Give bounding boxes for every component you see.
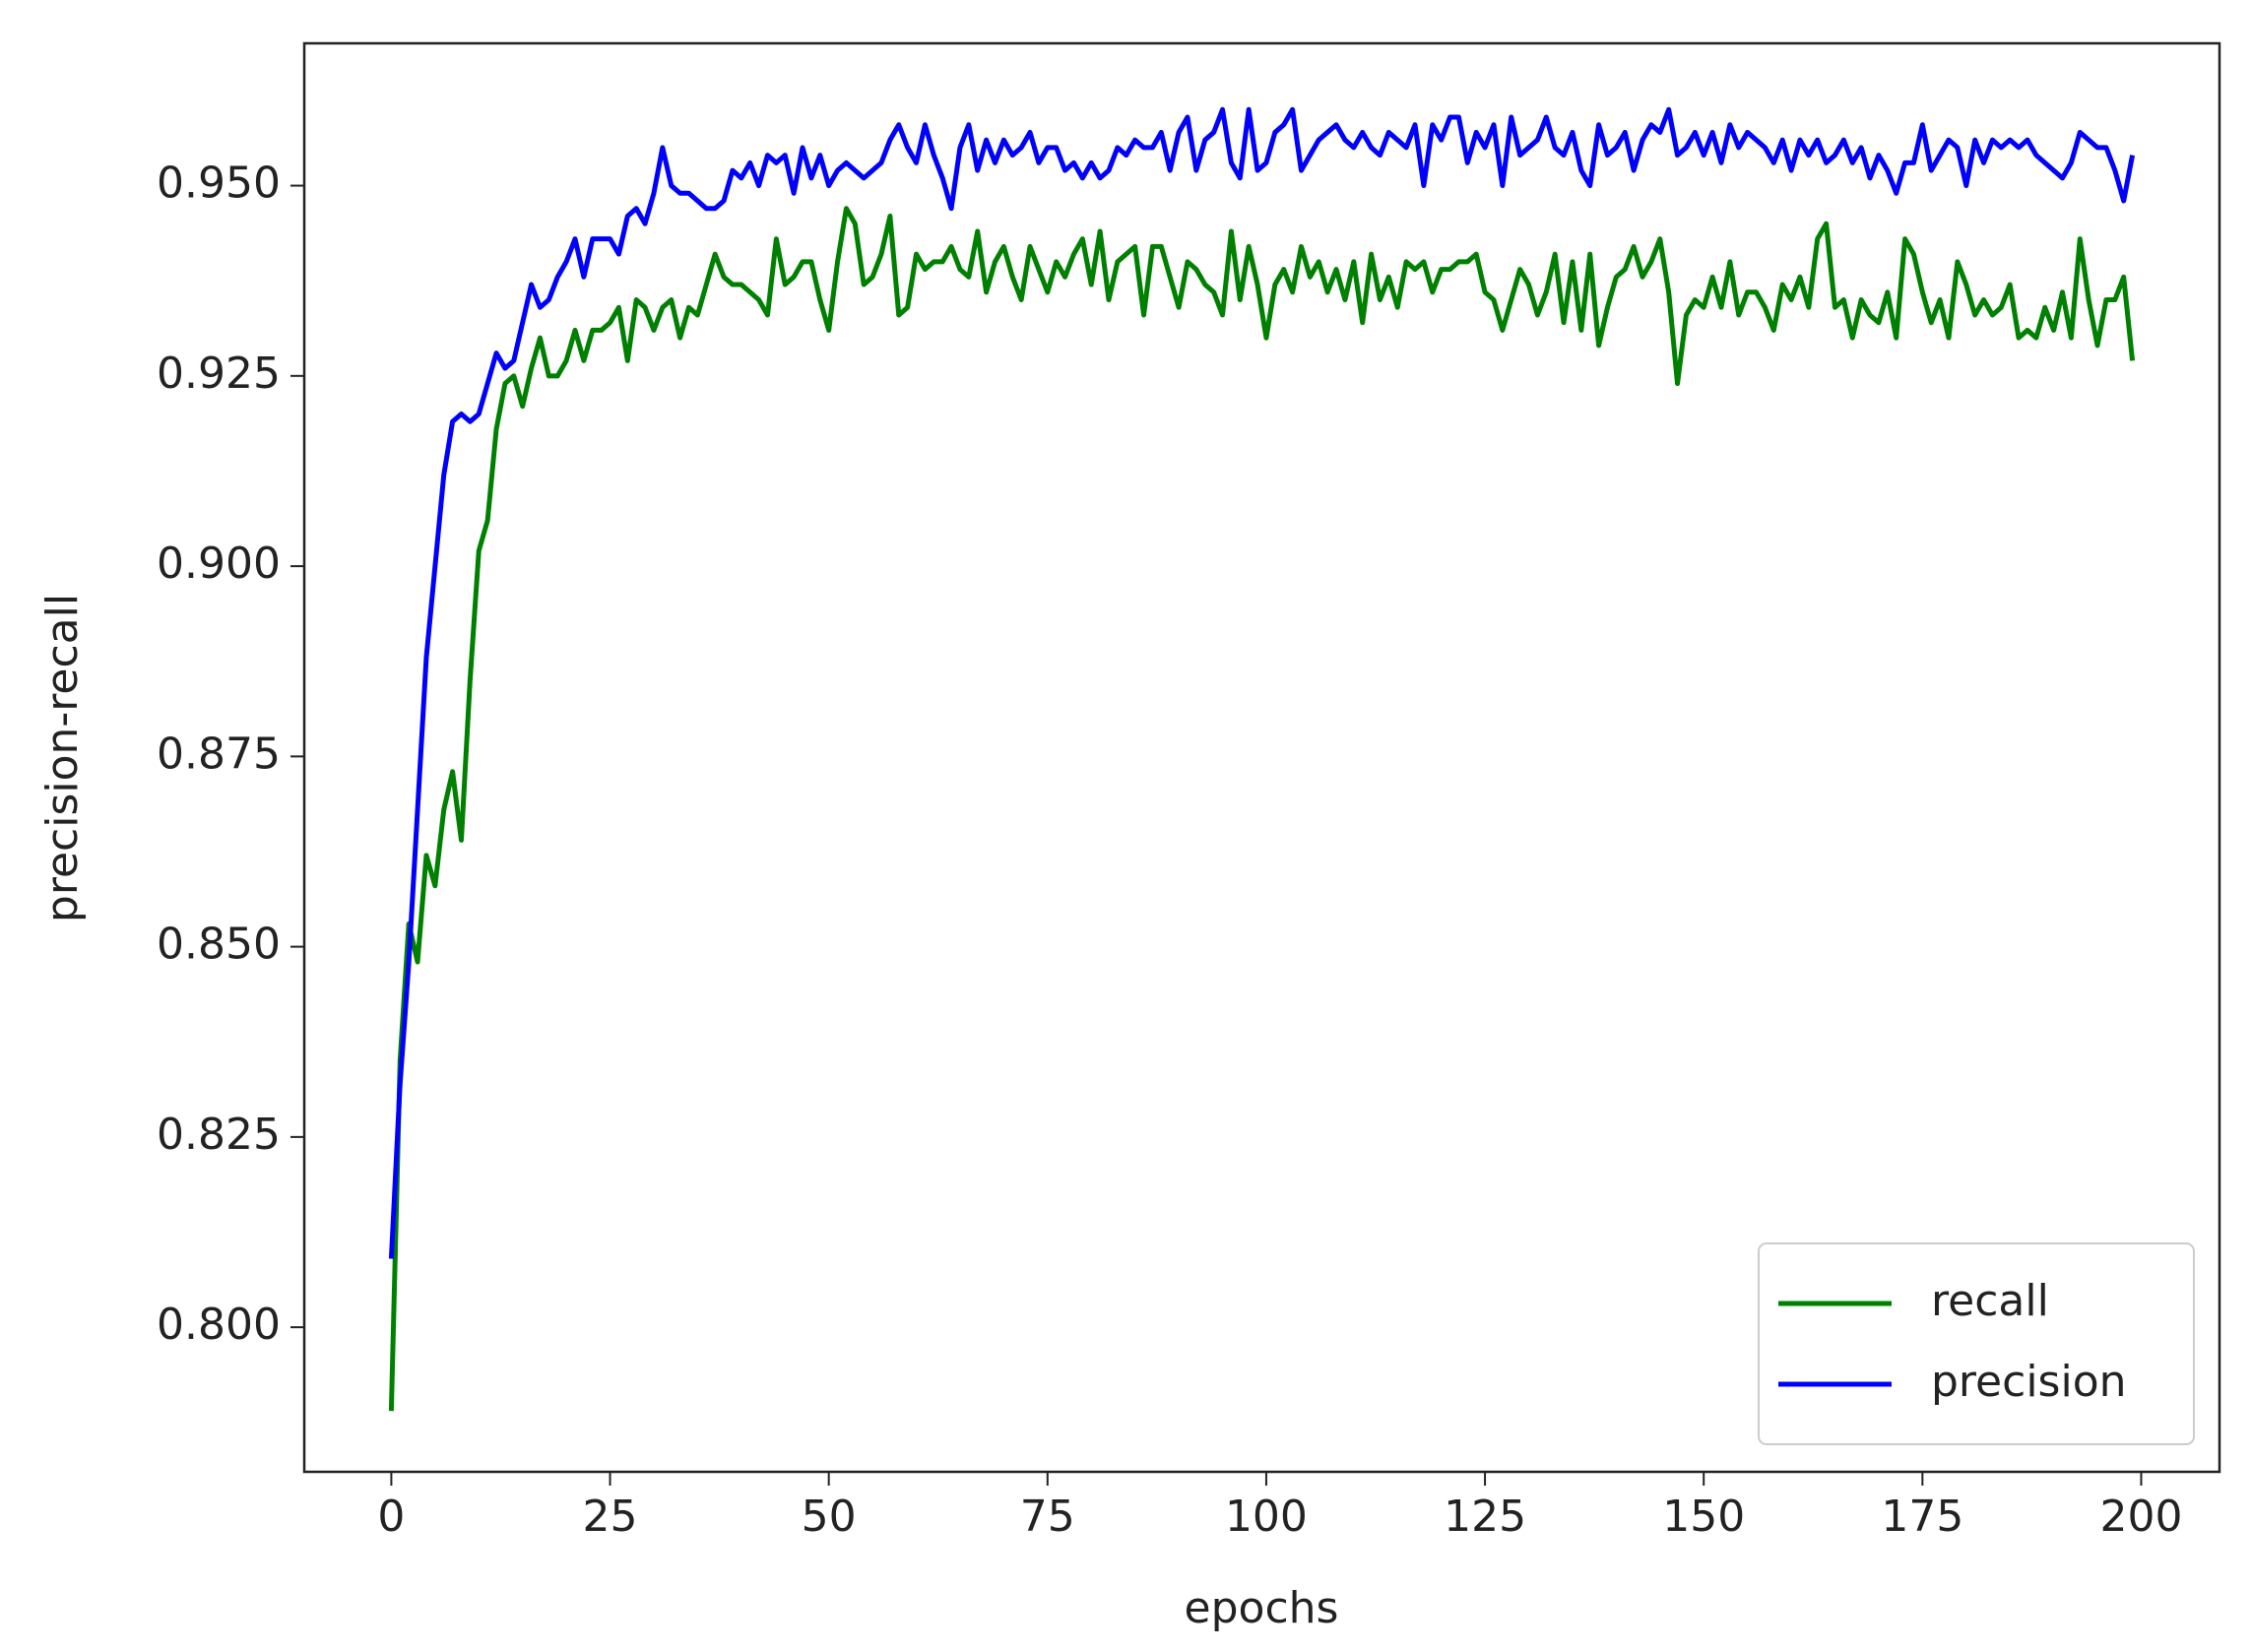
line-series — [388, 206, 2136, 1412]
y-axis-label: precision-recall — [37, 594, 88, 922]
legend-box — [1758, 1242, 2195, 1445]
x-tick-label: 175 — [1881, 1492, 1963, 1542]
legend-label: precision — [1931, 1357, 2127, 1407]
plot-frame — [302, 41, 2221, 1474]
y-tick-label: 0.925 — [157, 349, 281, 399]
x-tick-label: 200 — [2099, 1492, 2182, 1542]
y-tick-label: 0.850 — [157, 920, 281, 970]
line-series — [388, 106, 2136, 1259]
x-tick-label: 150 — [1662, 1492, 1745, 1542]
x-tick-label: 100 — [1225, 1492, 1308, 1542]
x-tick-label: 75 — [1020, 1492, 1075, 1542]
y-tick-label: 0.875 — [157, 729, 281, 779]
y-tick-label: 0.900 — [157, 539, 281, 589]
x-tick-label: 50 — [802, 1492, 857, 1542]
x-tick-label: 125 — [1444, 1492, 1526, 1542]
x-tick-label: 25 — [583, 1492, 638, 1542]
y-tick-label: 0.950 — [157, 159, 281, 209]
y-tick-label: 0.825 — [157, 1110, 281, 1160]
x-tick-label: 0 — [377, 1492, 405, 1542]
legend-label: recall — [1931, 1276, 2049, 1326]
x-axis-label: epochs — [1185, 1583, 1339, 1633]
y-tick-label: 0.800 — [157, 1300, 281, 1350]
